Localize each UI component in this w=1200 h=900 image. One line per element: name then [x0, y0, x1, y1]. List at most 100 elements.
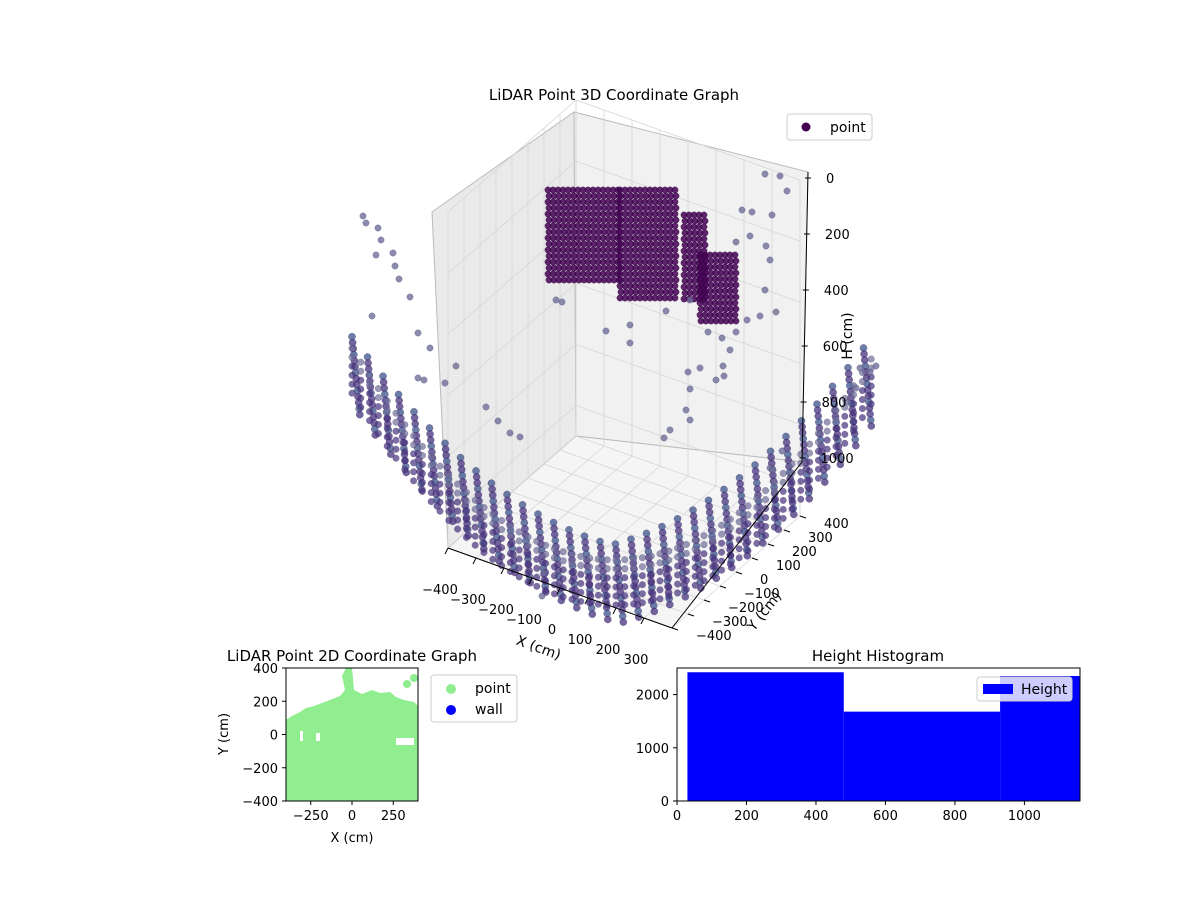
- z-axis-3d: [801, 171, 809, 463]
- x-tick-mark-3d: [556, 587, 561, 595]
- legend-2d-wall-label: wall: [475, 702, 503, 718]
- z-tick-label-3d: 0: [826, 172, 834, 187]
- legend-hist-label: Height: [1021, 682, 1068, 698]
- point-marker: [594, 573, 602, 581]
- point-marker: [436, 498, 444, 506]
- scatter2d-point: [410, 674, 418, 682]
- point-marker: [480, 512, 488, 521]
- x-tick-label-2d: 250: [381, 809, 406, 824]
- point-marker: [823, 427, 831, 435]
- point-marker: [392, 445, 400, 453]
- point-marker: [621, 574, 629, 582]
- point-marker: [366, 390, 374, 398]
- point-marker: [638, 563, 646, 571]
- point-marker: [410, 477, 418, 485]
- x-ticks-hist: 0 200 400 600 800 1000: [673, 801, 1041, 824]
- point-marker: [533, 582, 541, 590]
- point-marker: [832, 442, 840, 451]
- point-marker: [515, 528, 523, 536]
- scatter2d-title: LiDAR Point 2D Coordinate Graph: [227, 647, 477, 665]
- point-marker: [524, 533, 532, 541]
- y-tick-label-hist: 1000: [636, 742, 669, 757]
- point-marker: [732, 269, 740, 277]
- point-marker: [542, 559, 550, 567]
- point-marker: [586, 599, 594, 607]
- point-marker: [841, 412, 849, 420]
- point-marker: [594, 564, 602, 572]
- point-marker: [788, 469, 796, 477]
- point-marker: [656, 586, 664, 594]
- point-marker: [718, 334, 726, 342]
- point-marker: [762, 242, 770, 250]
- point-marker: [691, 572, 699, 580]
- point-marker: [836, 460, 845, 469]
- point-marker: [858, 405, 866, 413]
- grid-line: [575, 160, 801, 242]
- y-tick-label-2d: −400: [242, 795, 278, 810]
- point-marker: [559, 566, 567, 574]
- point-marker: [506, 549, 514, 558]
- point-marker: [389, 249, 397, 257]
- point-marker: [410, 450, 418, 458]
- x-tick-mark-3d: [612, 607, 617, 615]
- point-marker: [682, 585, 690, 593]
- point-marker: [832, 415, 840, 424]
- point-marker: [568, 568, 576, 576]
- point-marker: [674, 544, 682, 552]
- point-marker: [357, 358, 365, 366]
- point-marker: [630, 564, 638, 572]
- legend-3d-label: point: [830, 120, 866, 136]
- point-marker: [498, 535, 506, 543]
- point-marker: [681, 592, 690, 601]
- point-marker: [489, 519, 497, 527]
- point-marker: [357, 385, 365, 393]
- point-marker: [731, 275, 739, 283]
- point-marker: [856, 364, 864, 372]
- point-marker: [867, 382, 875, 390]
- point-marker: [806, 485, 814, 493]
- point-marker: [718, 566, 726, 574]
- point-marker: [427, 489, 435, 497]
- point-marker: [718, 539, 726, 547]
- point-marker: [726, 533, 734, 541]
- point-marker: [414, 374, 422, 382]
- scatter2d-panel: LiDAR Point 2D Coordinate Graph −250 0 250…: [217, 647, 518, 846]
- point-marker: [691, 536, 699, 544]
- point-marker: [709, 527, 717, 535]
- point-marker: [788, 496, 796, 504]
- point-marker: [732, 281, 740, 289]
- point-marker: [498, 517, 506, 525]
- scatter3d-panel: LiDAR Point 3D Coordinate Graph −400−300…: [348, 86, 880, 668]
- point-marker: [594, 555, 602, 563]
- point-marker: [401, 430, 409, 438]
- point-marker: [850, 427, 858, 435]
- point-marker: [672, 252, 680, 260]
- point-marker: [732, 238, 740, 246]
- z-ticks-3d: 0 200 400 600 800 1000: [799, 172, 854, 467]
- point-marker: [672, 228, 680, 236]
- point-marker: [427, 453, 435, 461]
- point-marker: [603, 592, 611, 600]
- point-marker: [748, 208, 756, 216]
- point-marker: [770, 514, 778, 522]
- point-marker: [489, 528, 497, 536]
- point-marker: [568, 550, 576, 558]
- point-marker: [594, 582, 602, 590]
- point-marker: [441, 379, 449, 387]
- point-marker: [454, 507, 462, 515]
- y-tick-label-3d: −400: [696, 629, 732, 644]
- y-tick-mark-3d: [687, 613, 695, 617]
- point-marker: [348, 344, 356, 352]
- point-marker: [682, 549, 690, 557]
- point-marker: [700, 532, 708, 540]
- point-marker: [462, 488, 470, 496]
- y-tick-label-3d: 200: [792, 545, 817, 560]
- legend-hist-box: [976, 676, 1073, 702]
- point-marker: [489, 555, 497, 563]
- point-marker: [671, 210, 679, 218]
- point-marker: [814, 447, 822, 455]
- point-marker: [672, 240, 680, 248]
- point-marker: [866, 368, 874, 376]
- point-marker: [665, 547, 673, 555]
- legend-2d-point-label: point: [475, 681, 511, 697]
